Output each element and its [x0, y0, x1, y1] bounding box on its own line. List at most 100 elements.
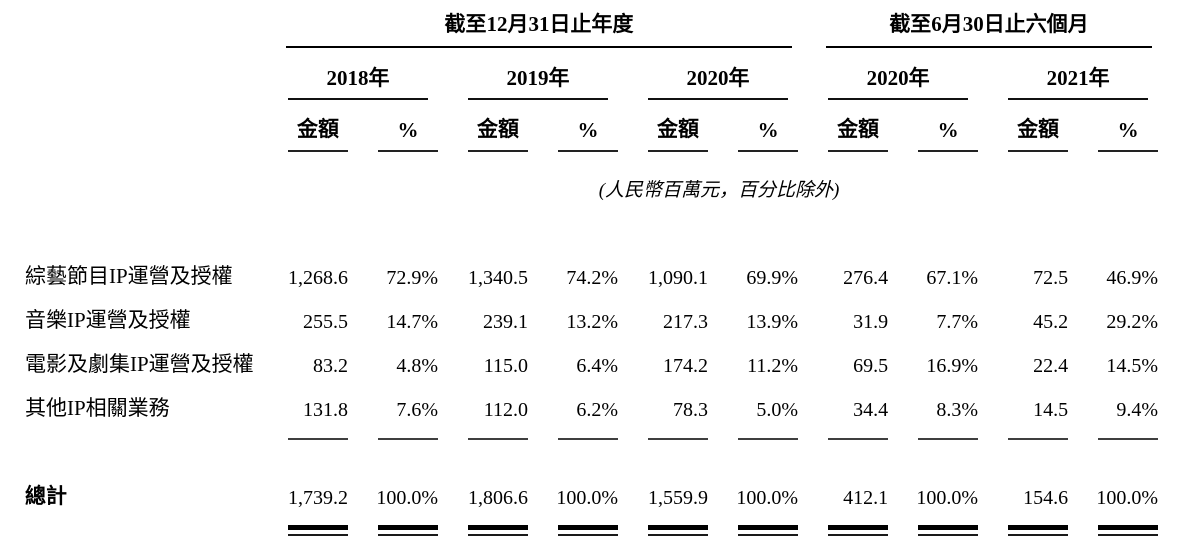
- percent-column-header-cell: %: [528, 100, 618, 152]
- column-rule: [918, 438, 979, 440]
- amount-value: 1,340.5: [468, 267, 528, 289]
- amount-value: 72.5: [1033, 267, 1069, 289]
- percent-value: 29.2%: [1106, 311, 1159, 333]
- amount-value: 78.3: [673, 399, 708, 421]
- year-header-2018: 2018年: [288, 62, 428, 100]
- amount-value: 115.0: [483, 355, 528, 377]
- amount-column-header-cell: 金額: [978, 100, 1069, 152]
- amount-value: 22.4: [1033, 355, 1069, 377]
- amount-column-header-cell: 金額: [258, 100, 348, 152]
- year-header-row: 2018年 2019年 2020年 2020年 2021年: [0, 48, 1158, 100]
- amount-column-header-cell: 金額: [438, 100, 528, 152]
- percent-column-header: %: [558, 118, 618, 152]
- amount-value: 34.4: [853, 399, 889, 421]
- amount-column-header: 金額: [828, 113, 889, 152]
- amount-column-header: 金額: [1008, 113, 1069, 152]
- year-header-2020: 2020年: [648, 62, 789, 100]
- percent-value: 8.3%: [936, 399, 979, 421]
- percent-value: 14.7%: [386, 311, 438, 333]
- row-label: 電影及劇集IP運營及授權: [25, 352, 254, 376]
- year-header-2021-interim-cell: 2021年: [978, 48, 1158, 100]
- column-rule: [648, 438, 708, 440]
- unit-note: (人民幣百萬元，百分比除外): [598, 180, 840, 201]
- row-label: 其他IP相關業務: [25, 396, 170, 420]
- colhead-spacer: [0, 100, 258, 152]
- total-percent-value: 100.0%: [916, 487, 979, 509]
- total-double-rule: [828, 525, 889, 536]
- section-header-row: 截至12月31日止年度 截至6月30日止六個月: [0, 2, 1158, 48]
- total-double-rule: [288, 525, 348, 536]
- section-header-interim-cell: 截至6月30日止六個月: [798, 2, 1158, 48]
- percent-value: 74.2%: [566, 267, 618, 289]
- revenue-breakdown-table: 截至12月31日止年度 截至6月30日止六個月 2018年 2019年 2020…: [0, 2, 1159, 536]
- percent-column-header: %: [378, 118, 438, 152]
- column-rule: [378, 438, 438, 440]
- amount-value: 174.2: [663, 355, 708, 377]
- note-row-spacer: [0, 152, 258, 206]
- total-double-rule: [1008, 525, 1069, 536]
- percent-value: 9.4%: [1116, 399, 1159, 421]
- amount-column-header: 金額: [288, 113, 348, 152]
- total-amount-value: 412.1: [843, 487, 889, 509]
- percent-value: 6.4%: [576, 355, 618, 377]
- amount-column-header-cell: 金額: [798, 100, 889, 152]
- total-percent-value: 100.0%: [736, 487, 799, 509]
- total-amount-value: 154.6: [1023, 487, 1069, 509]
- row-label: 綜藝節目IP運營及授權: [25, 264, 233, 288]
- amount-value: 255.5: [303, 311, 348, 333]
- percent-column-header-cell: %: [348, 100, 438, 152]
- total-percent-value: 100.0%: [556, 487, 618, 509]
- amount-value: 83.2: [313, 355, 348, 377]
- percent-value: 13.9%: [746, 311, 799, 333]
- amount-value: 1,268.6: [288, 267, 348, 289]
- section-header-interim: 截至6月30日止六個月: [826, 8, 1153, 48]
- vertical-spacer: [0, 206, 1158, 254]
- percent-value: 72.9%: [386, 267, 438, 289]
- year-header-2020-interim-cell: 2020年: [798, 48, 978, 100]
- section-header-annual: 截至12月31日止年度: [286, 8, 793, 48]
- total-amount-value: 1,739.2: [288, 487, 348, 509]
- percent-value: 7.7%: [936, 311, 979, 333]
- percent-column-header: %: [738, 118, 799, 152]
- amount-value: 45.2: [1033, 311, 1069, 333]
- percent-column-header-cell: %: [708, 100, 799, 152]
- total-percent-value: 100.0%: [376, 487, 438, 509]
- vertical-spacer: [0, 440, 1158, 480]
- percent-value: 16.9%: [926, 355, 979, 377]
- year-row-spacer: [0, 48, 258, 100]
- total-double-rule: [918, 525, 979, 536]
- total-double-rule: [468, 525, 528, 536]
- column-rule: [1098, 438, 1159, 440]
- amount-value: 217.3: [663, 311, 708, 333]
- year-header-2021-interim: 2021年: [1008, 62, 1149, 100]
- column-rule: [828, 438, 889, 440]
- amount-column-header: 金額: [468, 113, 528, 152]
- percent-value: 4.8%: [396, 355, 438, 377]
- corner-spacer: [0, 2, 258, 48]
- percent-value: 5.0%: [756, 399, 799, 421]
- total-amount-value: 1,559.9: [648, 487, 708, 509]
- column-rule: [558, 438, 618, 440]
- amount-column-header: 金額: [648, 113, 708, 152]
- percent-value: 11.2%: [747, 355, 799, 377]
- table-row: 其他IP相關業務 131.8 7.6% 112.0 6.2% 78.3 5.0%…: [0, 386, 1158, 430]
- column-rule: [468, 438, 528, 440]
- percent-value: 6.2%: [576, 399, 618, 421]
- table-row: 電影及劇集IP運營及授權 83.2 4.8% 115.0 6.4% 174.2 …: [0, 342, 1158, 386]
- subtotal-rule-row: [0, 430, 1159, 440]
- total-label: 總計: [25, 484, 67, 508]
- amount-value: 276.4: [843, 267, 889, 289]
- rule-row-spacer: [0, 430, 258, 440]
- section-header-annual-cell: 截至12月31日止年度: [258, 2, 798, 48]
- percent-value: 69.9%: [746, 267, 799, 289]
- year-header-2020-interim: 2020年: [828, 62, 969, 100]
- percent-value: 7.6%: [396, 399, 438, 421]
- amount-value: 69.5: [853, 355, 889, 377]
- year-header-2018-cell: 2018年: [258, 48, 438, 100]
- total-percent-value: 100.0%: [1096, 487, 1159, 509]
- total-double-rule: [738, 525, 799, 536]
- percent-column-header: %: [1098, 118, 1159, 152]
- year-header-2019: 2019年: [468, 62, 608, 100]
- table-row: 綜藝節目IP運營及授權 1,268.6 72.9% 1,340.5 74.2% …: [0, 254, 1158, 298]
- column-header-row: 金額 % 金額 % 金額 % 金額 % 金額 %: [0, 100, 1159, 152]
